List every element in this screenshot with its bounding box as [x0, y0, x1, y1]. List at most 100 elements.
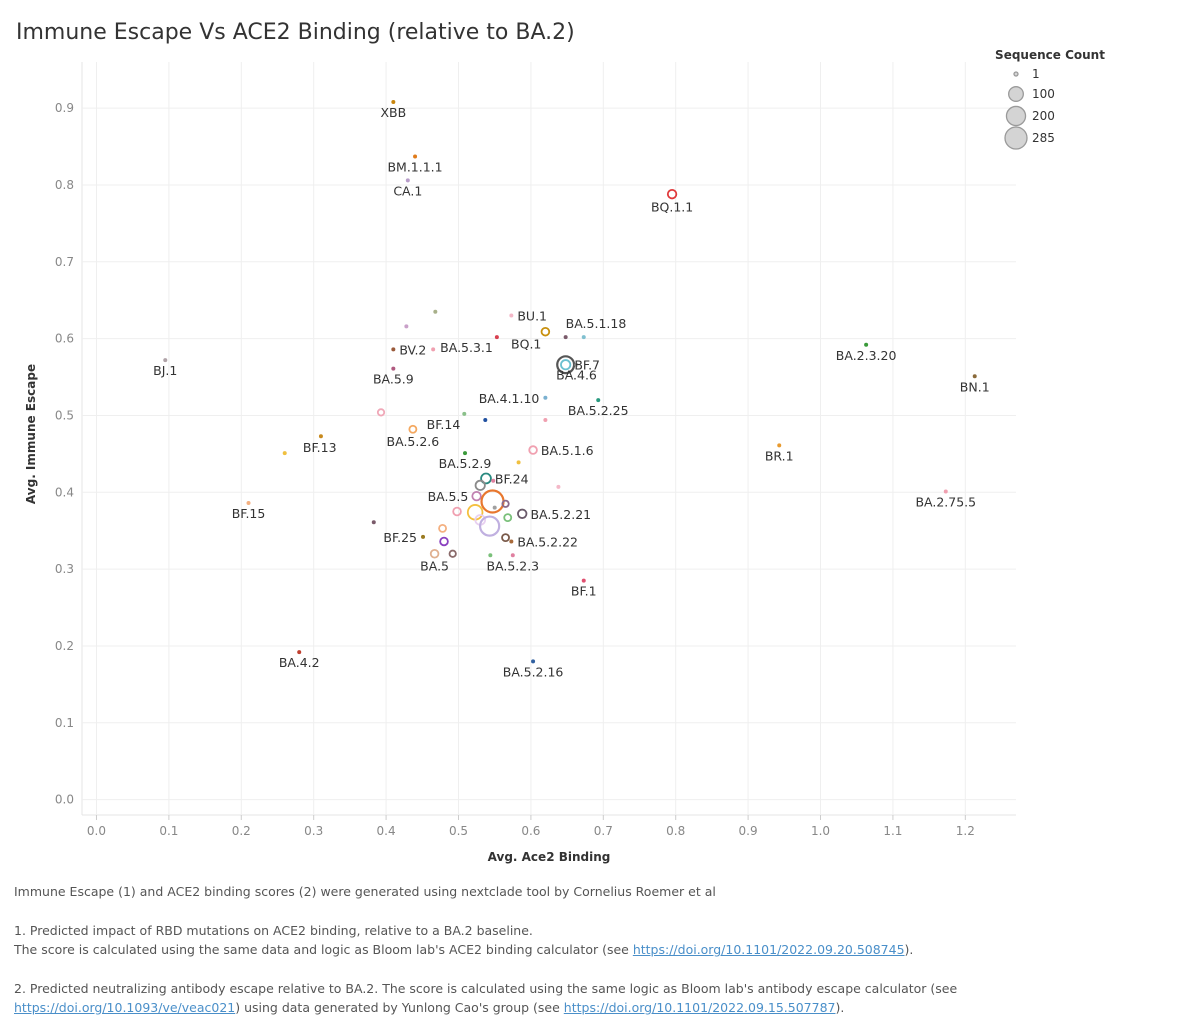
data-point[interactable]: [246, 501, 251, 506]
data-point[interactable]: [494, 335, 499, 340]
data-point[interactable]: [471, 490, 482, 502]
x-tick-label: 0.5: [449, 824, 468, 838]
data-point[interactable]: [503, 513, 513, 523]
y-tick-label: 0.2: [55, 639, 74, 653]
x-tick-label: 1.0: [811, 824, 830, 838]
data-point[interactable]: [540, 326, 551, 337]
data-point[interactable]: [516, 460, 521, 465]
data-point[interactable]: [528, 445, 538, 455]
y-axis-label: Avg. Immune Escape: [24, 364, 38, 504]
point-label: BF.24: [495, 471, 529, 486]
point-label: BM.1.1.1: [387, 160, 442, 175]
ace2-doi-link[interactable]: https://doi.org/10.1101/2022.09.20.50874…: [632, 942, 905, 957]
data-point[interactable]: [448, 549, 457, 558]
data-point[interactable]: [543, 418, 548, 423]
data-point[interactable]: [480, 472, 492, 485]
data-point[interactable]: [556, 355, 576, 375]
data-point[interactable]: [282, 451, 287, 456]
escape-doi-link[interactable]: https://doi.org/10.1093/ve/veac021: [14, 1000, 236, 1015]
data-point[interactable]: [163, 358, 168, 363]
data-point[interactable]: [462, 411, 467, 416]
note-2: 2. Predicted neutralizing antibody escap…: [14, 980, 958, 1016]
point-label: BA.5.3.1: [440, 340, 493, 355]
point-label: BA.5.1.6: [541, 443, 594, 458]
data-point[interactable]: [439, 536, 449, 547]
point-label: BA.4.1.10: [479, 391, 540, 406]
legend-symbol: [1013, 71, 1019, 77]
data-point[interactable]: [510, 553, 515, 558]
legend-symbol: [1005, 105, 1027, 127]
point-label: BF.15: [232, 506, 266, 521]
data-point[interactable]: [563, 335, 568, 340]
data-point[interactable]: [501, 533, 510, 543]
data-point[interactable]: [405, 178, 410, 183]
x-tick-label: 0.9: [739, 824, 758, 838]
data-point[interactable]: [666, 188, 678, 200]
data-point[interactable]: [413, 154, 418, 159]
note-1-line-2: The score is calculated using the same d…: [14, 942, 914, 957]
data-point[interactable]: [391, 347, 396, 352]
point-label: BA.4.6: [556, 368, 597, 383]
data-point[interactable]: [376, 408, 386, 417]
data-point[interactable]: [777, 443, 782, 448]
point-label: BA.5.2.22: [517, 534, 578, 549]
data-point[interactable]: [421, 534, 426, 539]
data-point[interactable]: [429, 549, 440, 559]
point-label: BF.1: [571, 584, 597, 599]
legend-label: 200: [1032, 109, 1055, 123]
chart-title: Immune Escape Vs ACE2 Binding (relative …: [16, 20, 575, 45]
data-point[interactable]: [543, 395, 548, 400]
data-point[interactable]: [574, 362, 579, 367]
data-point[interactable]: [463, 451, 468, 456]
data-point[interactable]: [560, 359, 572, 371]
data-point[interactable]: [474, 479, 486, 491]
data-point[interactable]: [581, 335, 586, 340]
data-point[interactable]: [404, 324, 409, 329]
data-point[interactable]: [483, 418, 488, 423]
point-label: BA.5: [420, 559, 449, 574]
data-point[interactable]: [943, 489, 948, 494]
size-legend: Sequence Count 1 100 200 285: [995, 48, 1105, 150]
data-point[interactable]: [509, 539, 514, 544]
y-tick-label: 0.4: [55, 485, 74, 499]
point-label: BA.5.9: [373, 372, 414, 387]
data-point[interactable]: [972, 374, 977, 379]
point-label: BF.25: [383, 530, 417, 545]
data-point[interactable]: [452, 506, 462, 517]
data-point[interactable]: [501, 499, 510, 508]
point-label: CA.1: [393, 183, 422, 198]
point-label: BF.7: [574, 358, 600, 373]
data-point[interactable]: [438, 523, 447, 533]
cao-doi-link[interactable]: https://doi.org/10.1101/2022.09.15.50778…: [563, 1000, 836, 1015]
data-point[interactable]: [433, 309, 438, 314]
data-point[interactable]: [556, 484, 561, 489]
data-point[interactable]: [596, 398, 601, 403]
data-point[interactable]: [488, 553, 493, 558]
data-point[interactable]: [478, 515, 501, 537]
data-point[interactable]: [318, 434, 323, 439]
x-tick-label: 0.2: [232, 824, 251, 838]
data-point[interactable]: [509, 313, 514, 318]
y-tick-label: 0.6: [55, 332, 74, 346]
legend-title: Sequence Count: [995, 48, 1105, 62]
data-point[interactable]: [391, 366, 396, 371]
legend-symbol: [1008, 86, 1024, 102]
data-point[interactable]: [408, 424, 418, 434]
data-point[interactable]: [531, 659, 536, 664]
y-tick-label: 0.0: [55, 793, 74, 807]
data-point[interactable]: [517, 508, 528, 519]
data-point[interactable]: [431, 347, 436, 352]
scatter-plot[interactable]: 0.0 0.1 0.2 0.3 0.4 0.5 0.6 0.7 0.8 0.9 0.0 0.1 0.2…: [0, 0, 1200, 880]
x-tick-label: 0.3: [304, 824, 323, 838]
data-point[interactable]: [864, 342, 869, 347]
data-point[interactable]: [297, 650, 302, 655]
data-point[interactable]: [581, 578, 586, 583]
data-point[interactable]: [371, 520, 376, 525]
point-label: BQ.1: [511, 337, 541, 352]
data-point[interactable]: [391, 99, 396, 104]
data-point[interactable]: [480, 489, 505, 514]
data-point[interactable]: [491, 478, 496, 483]
y-tick-label: 0.5: [55, 408, 74, 422]
point-label: BJ.1: [153, 363, 177, 378]
data-point[interactable]: [492, 505, 497, 510]
